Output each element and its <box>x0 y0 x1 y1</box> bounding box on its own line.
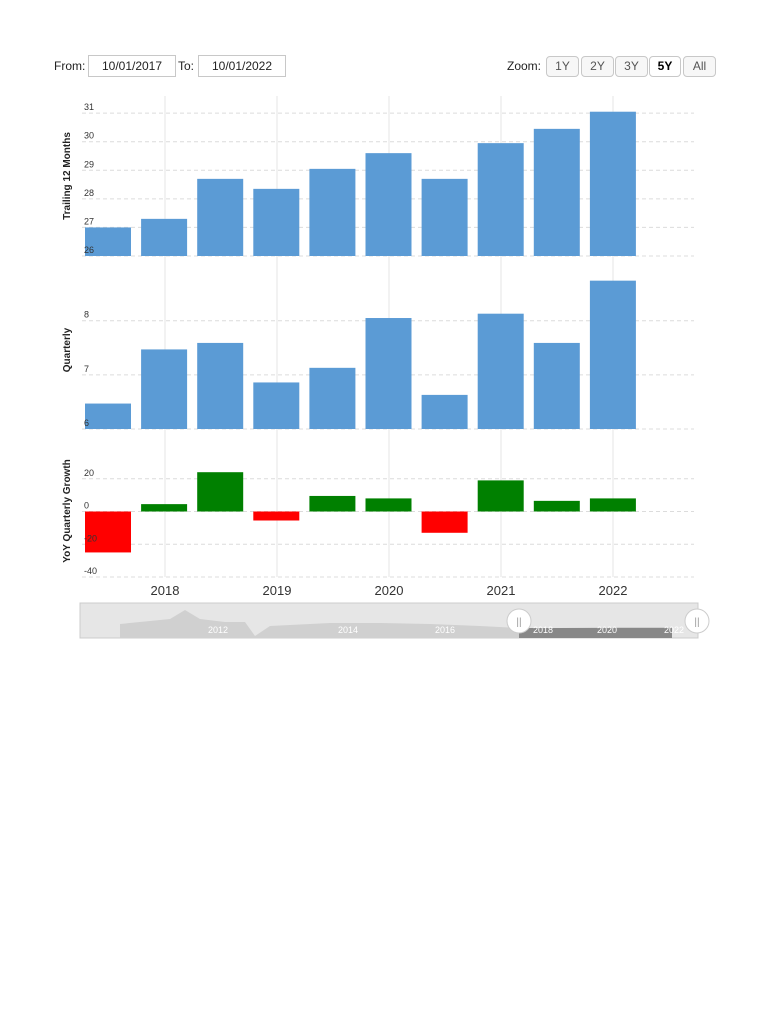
x-tick-label: 2018 <box>151 583 180 598</box>
x-tick-label: 2022 <box>599 583 628 598</box>
ttm-bar[interactable] <box>197 178 244 256</box>
quarterly-bar[interactable] <box>197 342 244 429</box>
y-tick-label: 6 <box>84 418 89 428</box>
y-tick-label: 20 <box>84 468 94 478</box>
ttm-bar[interactable] <box>477 143 524 256</box>
ttm-bar[interactable] <box>589 111 636 256</box>
yoy-bar[interactable] <box>589 498 636 512</box>
quarterly-bar[interactable] <box>309 367 356 429</box>
navigator-tick-label: 2012 <box>208 625 228 635</box>
date-range-toolbar: From: 10/01/2017 To: 10/01/2022 Zoom: 1Y… <box>54 55 716 79</box>
ttm-bar[interactable] <box>85 227 131 256</box>
y-tick-label: 0 <box>84 501 89 511</box>
ttm-bar[interactable] <box>141 218 188 256</box>
from-date-input[interactable]: 10/01/2017 <box>88 55 176 77</box>
yoy-bar[interactable] <box>197 472 244 512</box>
navigator-left-handle-grip: || <box>516 617 521 628</box>
yoy-bar[interactable] <box>309 495 356 512</box>
quarterly-bar[interactable] <box>421 394 468 429</box>
y-tick-label: 8 <box>84 310 89 320</box>
navigator-right-handle[interactable]: || <box>684 608 710 634</box>
navigator-left-handle[interactable]: || <box>506 608 532 634</box>
y-tick-label: -40 <box>84 566 97 576</box>
y-tick-label: 31 <box>84 102 94 112</box>
yoy-bar[interactable] <box>85 511 131 553</box>
y-tick-label: 7 <box>84 364 89 374</box>
ttm-bar[interactable] <box>421 178 468 256</box>
quarterly-bar[interactable] <box>253 382 300 429</box>
navigator-selected-range <box>519 628 672 638</box>
ticks-layer: 26 27 28 29 30 31 6 7 8 -40 -20 0 20 2018 2019 2020 2021… <box>84 102 627 598</box>
quarterly-bar[interactable] <box>477 313 524 429</box>
navigator-tick-label: 2022 <box>664 625 684 635</box>
yoy-bar[interactable] <box>533 500 580 512</box>
zoom-1y-button[interactable]: 1Y <box>546 56 579 77</box>
y-tick-label: -20 <box>84 533 97 543</box>
navigator-right-handle-grip: || <box>694 617 699 628</box>
ttm-bar[interactable] <box>309 168 356 256</box>
y-tick-label: 28 <box>84 188 94 198</box>
yoy-bar[interactable] <box>365 498 412 512</box>
yoy-bar[interactable] <box>421 511 468 533</box>
ylabel-quarterly: Quarterly <box>62 327 73 372</box>
yoy-bar[interactable] <box>253 511 300 521</box>
zoom-all-button[interactable]: All <box>683 56 716 77</box>
quarterly-bar[interactable] <box>365 318 412 429</box>
ylabel-yoy: YoY Quarterly Growth <box>62 459 73 563</box>
yoy-bar[interactable] <box>141 504 188 512</box>
x-tick-label: 2021 <box>487 583 516 598</box>
quarterly-bar[interactable] <box>533 342 580 429</box>
bars-layer <box>85 111 636 553</box>
from-label: From: <box>54 59 86 73</box>
navigator[interactable]: 2012 2014 2016 2018 2020 2022 || || <box>79 602 710 639</box>
x-tick-label: 2020 <box>375 583 404 598</box>
zoom-5y-button[interactable]: 5Y <box>649 56 681 77</box>
quarterly-bar[interactable] <box>141 349 188 429</box>
x-tick-label: 2019 <box>263 583 292 598</box>
ttm-bar[interactable] <box>253 188 300 256</box>
navigator-tick-label: 2016 <box>435 625 455 635</box>
zoom-3y-button[interactable]: 3Y <box>615 56 648 77</box>
ttm-bar[interactable] <box>533 128 580 256</box>
y-tick-label: 29 <box>84 159 94 169</box>
y-tick-label: 30 <box>84 131 94 141</box>
ylabel-ttm: Trailing 12 Months <box>62 132 73 220</box>
navigator-ticks: 2012 2014 2016 2018 2020 2022 <box>208 625 684 635</box>
y-tick-label: 27 <box>84 216 94 226</box>
quarterly-bar[interactable] <box>589 280 636 429</box>
zoom-2y-button[interactable]: 2Y <box>581 56 614 77</box>
to-date-input[interactable]: 10/01/2022 <box>198 55 286 77</box>
navigator-tick-label: 2014 <box>338 625 358 635</box>
to-label: To: <box>178 59 195 73</box>
yoy-bar[interactable] <box>477 480 524 512</box>
navigator-tick-label: 2020 <box>597 625 617 635</box>
navigator-tick-label: 2018 <box>533 625 553 635</box>
quarterly-bar[interactable] <box>85 403 131 429</box>
zoom-label: Zoom: <box>507 59 542 73</box>
y-tick-label: 26 <box>84 245 94 255</box>
ttm-bar[interactable] <box>365 153 412 256</box>
